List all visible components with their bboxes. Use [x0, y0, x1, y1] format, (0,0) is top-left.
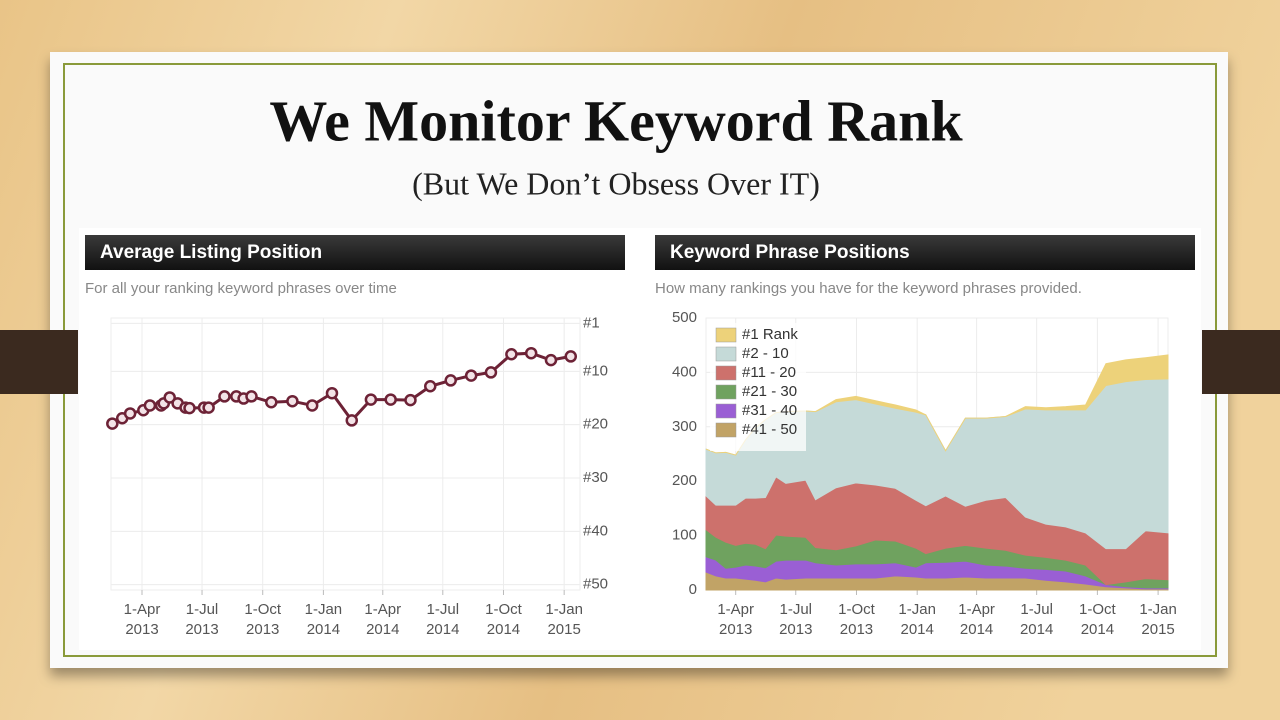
x-tick-label: 1-Oct 2014 — [1079, 601, 1116, 638]
x-tick-label: 1-Oct 2013 — [838, 601, 875, 638]
legend-label: #2 - 10 — [742, 345, 789, 362]
slide-subtitle: (But We Don’t Obsess Over IT) — [412, 165, 820, 201]
x-tick-label: 1-Jul 2013 — [185, 601, 219, 638]
point — [305, 399, 319, 412]
legend-swatch — [715, 327, 737, 343]
x-tick-label: 1-Apr 2014 — [364, 601, 402, 638]
chart-subtitle: For all your ranking keyword phrases ove… — [85, 280, 397, 297]
point — [424, 380, 437, 393]
y-tick-label: #50 — [583, 576, 608, 593]
y-tick-label: #40 — [583, 522, 608, 539]
x-tick-label: 1-Apr 2014 — [958, 601, 995, 638]
legend-label: #31 - 40 — [742, 402, 797, 419]
point — [202, 401, 215, 414]
y-tick-label: 300 — [672, 418, 697, 435]
point — [286, 394, 299, 408]
chart-title: Average Listing Position — [100, 242, 322, 263]
y-tick-label: 400 — [672, 363, 697, 380]
point — [544, 353, 558, 367]
legend-swatch — [715, 384, 737, 400]
x-tick-label: 1-Jan 2014 — [898, 601, 936, 638]
y-tick-label: #10 — [583, 362, 608, 379]
slide-title: We Monitor Keyword Rank — [269, 88, 963, 153]
legend-label: #1 Rank — [742, 326, 798, 343]
point — [325, 386, 339, 400]
point — [218, 390, 231, 403]
area — [705, 354, 1169, 456]
x-tick-label: 1-Apr 2013 — [123, 601, 161, 638]
x-tick-label: 1-Jul 2014 — [1019, 601, 1054, 638]
point — [404, 393, 417, 407]
x-tick-label: 1-Jan 2015 — [545, 601, 583, 638]
point — [364, 393, 378, 406]
chart-subtitle: How many rankings you have for the keywo… — [655, 280, 1082, 297]
legend-label: #41 - 50 — [742, 421, 797, 438]
legend-swatch — [715, 422, 737, 438]
point — [123, 407, 137, 420]
band-left — [0, 330, 78, 394]
point — [143, 399, 157, 412]
y-tick-label: #1 — [583, 314, 600, 331]
legend-swatch — [715, 346, 737, 362]
x-tick-label: 1-Jul 2014 — [426, 601, 460, 638]
point — [505, 348, 518, 361]
point — [106, 417, 119, 430]
x-tick-label: 1-Oct 2014 — [485, 601, 522, 638]
x-tick-label: 1-Jul 2013 — [779, 601, 813, 638]
y-tick-label: #20 — [583, 416, 608, 433]
point — [444, 374, 457, 387]
point — [484, 366, 498, 379]
point — [564, 350, 578, 363]
y-tick-label: 200 — [672, 472, 697, 489]
x-tick-label: 1-Oct 2013 — [244, 601, 282, 638]
chart-title: Keyword Phrase Positions — [670, 242, 910, 263]
point — [245, 390, 258, 403]
legend-swatch — [715, 365, 737, 381]
x-tick-label: 1-Jan 2015 — [1139, 601, 1177, 638]
point — [524, 346, 538, 360]
legend-label: #21 - 30 — [742, 383, 797, 400]
x-tick-label: 1-Jan 2014 — [304, 601, 343, 638]
x-tick-label: 1-Apr 2013 — [717, 601, 755, 638]
point — [345, 414, 359, 427]
y-tick-label: 500 — [672, 309, 697, 326]
point — [265, 396, 278, 409]
point — [163, 391, 176, 404]
legend-swatch — [715, 403, 737, 419]
band-right — [1202, 330, 1280, 394]
point — [384, 393, 397, 406]
chart-header — [655, 235, 1195, 270]
y-tick-label: #30 — [583, 469, 608, 486]
y-tick-label: 100 — [672, 527, 697, 544]
chart-header — [85, 235, 625, 270]
legend-label: #11 - 20 — [742, 364, 796, 381]
point — [464, 369, 478, 382]
point — [183, 401, 196, 415]
y-tick-label: 0 — [689, 581, 697, 598]
